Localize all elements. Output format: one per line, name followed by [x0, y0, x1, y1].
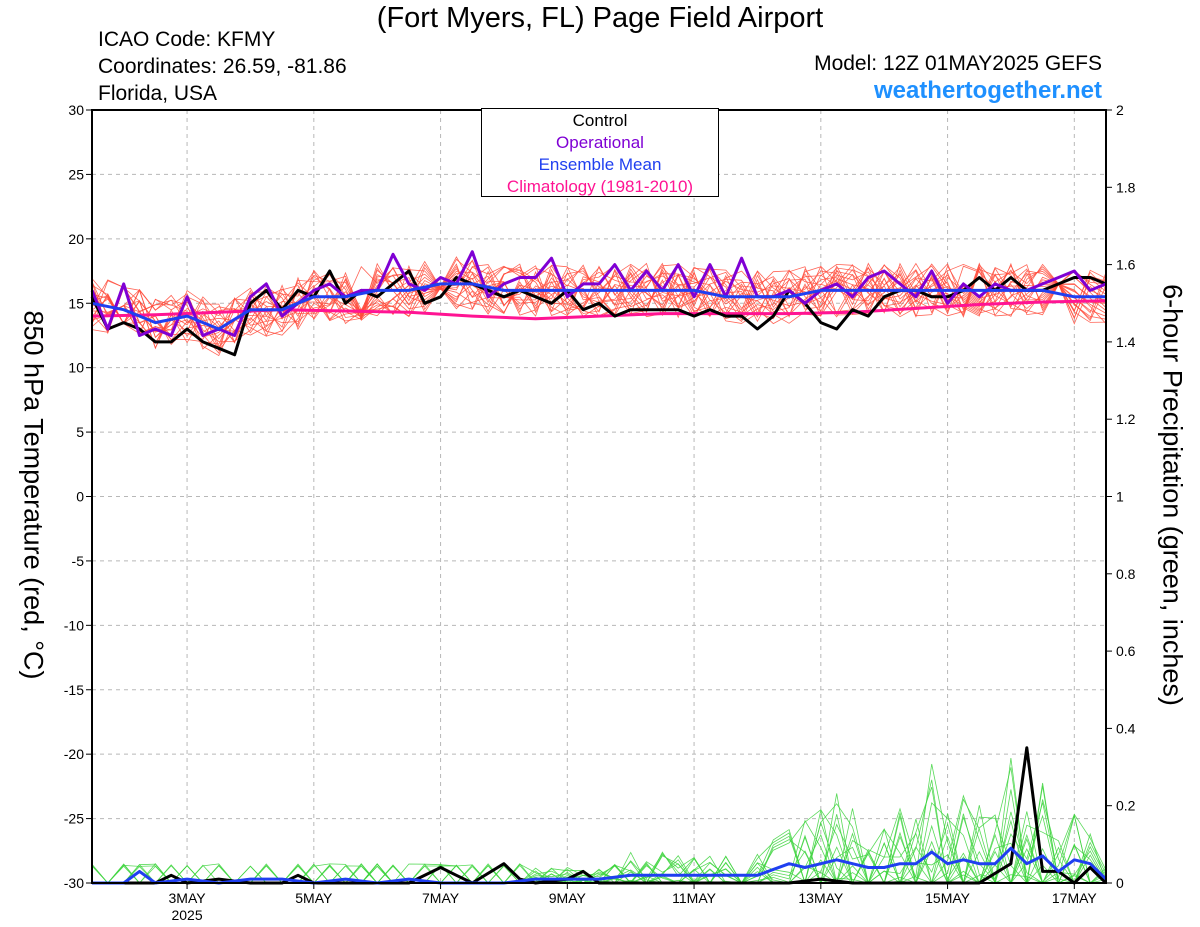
- legend-control: Control: [572, 111, 628, 130]
- tick-label-x: 9MAY: [549, 890, 587, 906]
- legend: Control Operational Ensemble Mean Climat…: [481, 108, 719, 197]
- ensemble-member-temp: [91, 259, 1107, 344]
- tick-label-left: 0: [76, 489, 84, 505]
- tick-label-year: 2025: [171, 907, 202, 923]
- ensemble-member-temp: [91, 262, 1107, 348]
- tick-label-left: 15: [68, 295, 84, 311]
- tick-label-left: 20: [68, 231, 84, 247]
- tick-label-left: -30: [64, 875, 84, 891]
- tick-label-x: 7MAY: [422, 890, 460, 906]
- series-control-left: [90, 269, 1107, 357]
- tick-label-right: 1.2: [1116, 411, 1136, 427]
- tick-label-x: 11MAY: [672, 890, 716, 906]
- series-operational-left: [90, 250, 1107, 337]
- tick-label-x: 15MAY: [925, 890, 971, 906]
- tick-label-right: 0.2: [1116, 798, 1136, 814]
- tick-label-left: 5: [76, 424, 84, 440]
- tick-label-left: 30: [68, 102, 84, 118]
- tick-label-left: 25: [68, 166, 84, 182]
- legend-climatology: Climatology (1981-2010): [506, 177, 694, 196]
- series-ensemble-mean-left: [91, 282, 1106, 331]
- ensemble-member-precip: [92, 779, 1107, 885]
- tick-label-x: 13MAY: [798, 890, 844, 906]
- ensemble-member-precip: [92, 763, 1106, 884]
- tick-label-right: 1.6: [1116, 257, 1136, 273]
- tick-label-left: 10: [68, 360, 84, 376]
- tick-label-right: 0.6: [1116, 643, 1136, 659]
- series-ensemble-mean-right: [92, 846, 1108, 885]
- site-link[interactable]: weathertogether.net: [873, 77, 1102, 104]
- y-axis-label-left: 850 hPa Temperature (red, °C): [18, 310, 49, 680]
- model-run: Model: 12Z 01MAY2025 GEFS: [814, 52, 1102, 75]
- tick-label-right: 1.8: [1116, 179, 1136, 195]
- grid-lines: [92, 110, 1106, 883]
- ensemble-member-precip: [92, 758, 1107, 884]
- tick-label-x: 3MAY: [169, 890, 207, 906]
- tick-label-right: 0: [1116, 875, 1124, 891]
- ensemble-member-temp: [91, 265, 1107, 342]
- legend-operational: Operational: [556, 133, 644, 152]
- coordinates: Coordinates: 26.59, -81.86: [98, 55, 347, 78]
- location: Florida, USA: [98, 82, 218, 105]
- tick-label-right: 0.8: [1116, 566, 1136, 582]
- legend-ensemble-mean: Ensemble Mean: [538, 155, 662, 174]
- tick-label-right: 1.4: [1116, 334, 1136, 350]
- ensemble-members: [91, 256, 1107, 885]
- tick-label-right: 0.4: [1116, 720, 1136, 736]
- ensemble-member-temp: [91, 258, 1107, 333]
- tick-label-x: 5MAY: [295, 890, 333, 906]
- tick-label-left: -5: [72, 553, 85, 569]
- y-axis-label-right: 6-hour Precipitation (green, inches): [1157, 284, 1188, 706]
- chart-title: (Fort Myers, FL) Page Field Airport: [376, 2, 824, 34]
- tick-label-left: -20: [64, 746, 84, 762]
- tick-label-left: -15: [64, 682, 84, 698]
- axis-ticks: 302520151050-5-10-15-20-25-3021.81.61.41…: [64, 102, 1136, 923]
- tick-label-right: 2: [1116, 102, 1124, 118]
- series-lines: [90, 250, 1108, 885]
- tick-label-left: -25: [64, 811, 84, 827]
- tick-label-right: 1: [1116, 489, 1124, 505]
- tick-label-left: -10: [64, 617, 84, 633]
- ensemble-member-temp: [91, 263, 1107, 338]
- icao-code: ICAO Code: KFMY: [98, 28, 276, 51]
- tick-label-x: 17MAY: [1052, 890, 1098, 906]
- ensemble-member-temp: [91, 265, 1107, 349]
